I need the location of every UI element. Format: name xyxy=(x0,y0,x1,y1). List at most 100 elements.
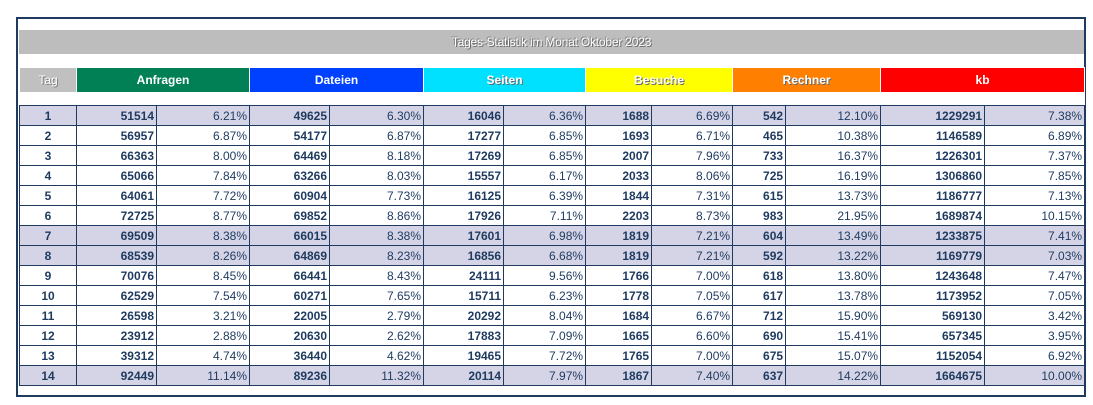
cell-kb: 1233875 xyxy=(880,225,986,246)
cell-dateien: 66441 xyxy=(249,265,331,286)
cell-besuche-pct: 6.67% xyxy=(651,305,734,326)
cell-dateien: 49625 xyxy=(249,105,331,126)
table-row: 4 65066 7.84% 63266 8.03% 15557 6.17% 2033 8.06%… xyxy=(19,165,1086,186)
cell-anfragen-pct: 8.26% xyxy=(155,245,251,266)
header-besuche: Besuche xyxy=(585,67,734,93)
cell-kb-pct: 10.00% xyxy=(984,365,1086,386)
cell-kb-pct: 6.89% xyxy=(984,125,1086,146)
header-dateien: Dateien xyxy=(249,67,425,93)
cell-seiten-pct: 6.23% xyxy=(503,285,587,306)
cell-seiten: 17926 xyxy=(423,205,505,226)
cell-besuche-pct: 6.71% xyxy=(651,125,734,146)
cell-anfragen: 62529 xyxy=(76,285,157,306)
table-row: 2 56957 6.87% 54177 6.87% 17277 6.85% 1693 6.71%… xyxy=(19,125,1086,146)
cell-dateien: 60271 xyxy=(249,285,331,306)
cell-rechner-pct: 15.41% xyxy=(785,325,882,346)
cell-seiten: 24111 xyxy=(423,265,505,286)
cell-anfragen-pct: 11.14% xyxy=(155,365,251,386)
cell-dateien: 66015 xyxy=(249,225,331,246)
cell-kb: 1664675 xyxy=(880,365,986,386)
cell-kb-pct: 7.38% xyxy=(984,105,1086,126)
cell-dateien: 64469 xyxy=(249,145,331,166)
cell-rechner: 690 xyxy=(732,325,787,346)
cell-seiten: 15557 xyxy=(423,165,505,186)
cell-besuche: 1684 xyxy=(585,305,653,326)
cell-besuche: 1766 xyxy=(585,265,653,286)
cell-dateien-pct: 6.30% xyxy=(329,105,425,126)
cell-besuche-pct: 6.60% xyxy=(651,325,734,346)
cell-kb-pct: 7.37% xyxy=(984,145,1086,166)
cell-kb: 657345 xyxy=(880,325,986,346)
cell-rechner-pct: 21.95% xyxy=(785,205,882,226)
cell-kb: 1229291 xyxy=(880,105,986,126)
cell-dateien-pct: 8.18% xyxy=(329,145,425,166)
cell-besuche-pct: 7.96% xyxy=(651,145,734,166)
cell-rechner: 542 xyxy=(732,105,787,126)
table-row: 5 64061 7.72% 60904 7.73% 16125 6.39% 1844 7.31%… xyxy=(19,185,1086,206)
cell-dateien: 60904 xyxy=(249,185,331,206)
cell-dateien: 22005 xyxy=(249,305,331,326)
cell-rechner-pct: 13.73% xyxy=(785,185,882,206)
header-row: Tag Anfragen Dateien Seiten Besuche Rech… xyxy=(19,67,1086,93)
cell-kb-pct: 7.41% xyxy=(984,225,1086,246)
cell-seiten-pct: 8.04% xyxy=(503,305,587,326)
cell-dateien-pct: 8.86% xyxy=(329,205,425,226)
cell-dateien-pct: 8.23% xyxy=(329,245,425,266)
table-row: 12 23912 2.88% 20630 2.62% 17883 7.09% 1665 6.60… xyxy=(19,325,1086,346)
cell-rechner-pct: 10.38% xyxy=(785,125,882,146)
cell-besuche: 1844 xyxy=(585,185,653,206)
cell-rechner-pct: 13.49% xyxy=(785,225,882,246)
header-rechner: Rechner xyxy=(732,67,882,93)
cell-besuche-pct: 8.06% xyxy=(651,165,734,186)
table-row: 7 69509 8.38% 66015 8.38% 17601 6.98% 1819 7.21%… xyxy=(19,225,1086,246)
cell-rechner-pct: 14.22% xyxy=(785,365,882,386)
cell-rechner-pct: 15.07% xyxy=(785,345,882,366)
cell-tag: 13 xyxy=(19,345,77,366)
cell-anfragen-pct: 7.72% xyxy=(155,185,251,206)
cell-rechner-pct: 16.37% xyxy=(785,145,882,166)
cell-seiten-pct: 6.98% xyxy=(503,225,587,246)
cell-anfragen: 64061 xyxy=(76,185,157,206)
cell-besuche-pct: 6.69% xyxy=(651,105,734,126)
cell-tag: 12 xyxy=(19,325,77,346)
cell-tag: 5 xyxy=(19,185,77,206)
daily-stats-table: Tag Anfragen Dateien Seiten Besuche Rech… xyxy=(19,67,1086,386)
cell-anfragen-pct: 2.88% xyxy=(155,325,251,346)
table-row: 11 26598 3.21% 22005 2.79% 20292 8.04% 1684 6.67… xyxy=(19,305,1086,326)
cell-anfragen-pct: 8.00% xyxy=(155,145,251,166)
cell-tag: 10 xyxy=(19,285,77,306)
cell-rechner: 465 xyxy=(732,125,787,146)
cell-anfragen: 92449 xyxy=(76,365,157,386)
cell-dateien-pct: 8.03% xyxy=(329,165,425,186)
cell-seiten-pct: 6.85% xyxy=(503,125,587,146)
cell-kb: 1169779 xyxy=(880,245,986,266)
cell-anfragen: 70076 xyxy=(76,265,157,286)
cell-anfragen: 23912 xyxy=(76,325,157,346)
cell-tag: 8 xyxy=(19,245,77,266)
cell-besuche-pct: 7.05% xyxy=(651,285,734,306)
cell-anfragen-pct: 6.87% xyxy=(155,125,251,146)
cell-besuche: 1867 xyxy=(585,365,653,386)
cell-seiten-pct: 7.97% xyxy=(503,365,587,386)
cell-anfragen-pct: 6.21% xyxy=(155,105,251,126)
cell-kb: 1186777 xyxy=(880,185,986,206)
cell-tag: 9 xyxy=(19,265,77,286)
cell-tag: 3 xyxy=(19,145,77,166)
cell-anfragen: 56957 xyxy=(76,125,157,146)
cell-besuche: 1765 xyxy=(585,345,653,366)
cell-kb: 1243648 xyxy=(880,265,986,286)
cell-besuche-pct: 7.40% xyxy=(651,365,734,386)
cell-rechner: 712 xyxy=(732,305,787,326)
cell-besuche: 2203 xyxy=(585,205,653,226)
cell-seiten: 16046 xyxy=(423,105,505,126)
cell-besuche: 1665 xyxy=(585,325,653,346)
cell-rechner-pct: 12.10% xyxy=(785,105,882,126)
spacer-cell xyxy=(19,92,1085,106)
cell-kb-pct: 3.42% xyxy=(984,305,1086,326)
cell-seiten: 16856 xyxy=(423,245,505,266)
cell-dateien-pct: 6.87% xyxy=(329,125,425,146)
header-anfragen: Anfragen xyxy=(75,67,251,93)
cell-tag: 11 xyxy=(19,305,77,326)
cell-kb-pct: 7.47% xyxy=(984,265,1086,286)
table-row: 6 72725 8.77% 69852 8.86% 17926 7.11% 2203 8.73%… xyxy=(19,205,1086,226)
